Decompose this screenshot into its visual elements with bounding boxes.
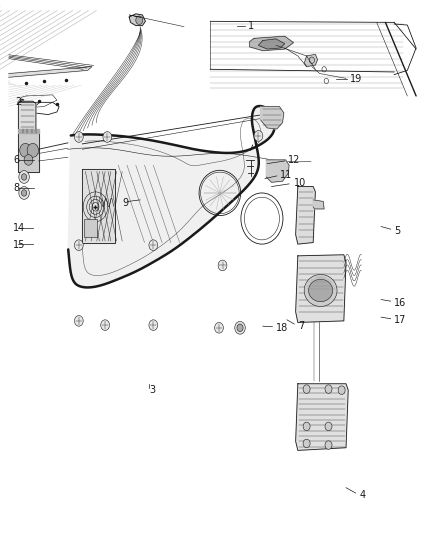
Circle shape [19, 187, 29, 199]
Text: 12: 12 [288, 155, 300, 165]
Ellipse shape [304, 274, 337, 306]
Text: 14: 14 [13, 223, 25, 232]
Circle shape [149, 320, 158, 330]
Text: 4: 4 [359, 490, 365, 499]
Polygon shape [250, 36, 293, 51]
Circle shape [325, 441, 332, 449]
Polygon shape [9, 67, 92, 77]
Polygon shape [261, 107, 284, 129]
Circle shape [24, 155, 33, 165]
Circle shape [254, 131, 263, 141]
Circle shape [74, 132, 83, 142]
Polygon shape [18, 133, 39, 172]
Text: 2: 2 [15, 98, 21, 107]
Circle shape [74, 316, 83, 326]
Polygon shape [296, 187, 315, 244]
Polygon shape [258, 39, 285, 49]
Circle shape [101, 320, 110, 330]
Circle shape [303, 422, 310, 431]
Circle shape [325, 422, 332, 431]
Polygon shape [18, 129, 39, 133]
Text: 5: 5 [394, 226, 400, 236]
Polygon shape [18, 101, 36, 132]
Circle shape [237, 324, 243, 332]
Circle shape [103, 132, 112, 142]
Polygon shape [304, 54, 318, 67]
Bar [84, 219, 97, 237]
Text: 19: 19 [350, 74, 363, 84]
Text: 10: 10 [293, 178, 306, 188]
Text: 17: 17 [394, 315, 406, 325]
Polygon shape [296, 255, 346, 322]
Circle shape [338, 386, 345, 394]
Text: 15: 15 [13, 240, 25, 250]
Text: 8: 8 [13, 183, 19, 193]
Text: 9: 9 [123, 198, 129, 207]
Circle shape [136, 16, 143, 25]
Circle shape [20, 143, 31, 157]
Polygon shape [129, 14, 145, 26]
Circle shape [303, 385, 310, 393]
Circle shape [215, 322, 223, 333]
Polygon shape [266, 160, 289, 182]
Text: 3: 3 [149, 385, 155, 395]
Polygon shape [82, 169, 115, 243]
Text: 16: 16 [394, 298, 406, 308]
Polygon shape [68, 106, 275, 287]
Circle shape [27, 143, 39, 157]
Ellipse shape [308, 279, 333, 302]
Text: 1: 1 [247, 21, 254, 30]
Polygon shape [296, 384, 348, 450]
Circle shape [21, 190, 27, 196]
Circle shape [74, 240, 83, 251]
Circle shape [303, 439, 310, 448]
Circle shape [235, 321, 245, 334]
Text: 11: 11 [280, 170, 293, 180]
Circle shape [325, 385, 332, 393]
Circle shape [218, 260, 227, 271]
Polygon shape [313, 200, 324, 209]
Text: 7: 7 [298, 321, 304, 331]
Circle shape [149, 240, 158, 251]
Circle shape [21, 174, 27, 180]
Circle shape [19, 171, 29, 183]
Text: 6: 6 [13, 155, 19, 165]
Text: 18: 18 [276, 323, 288, 333]
